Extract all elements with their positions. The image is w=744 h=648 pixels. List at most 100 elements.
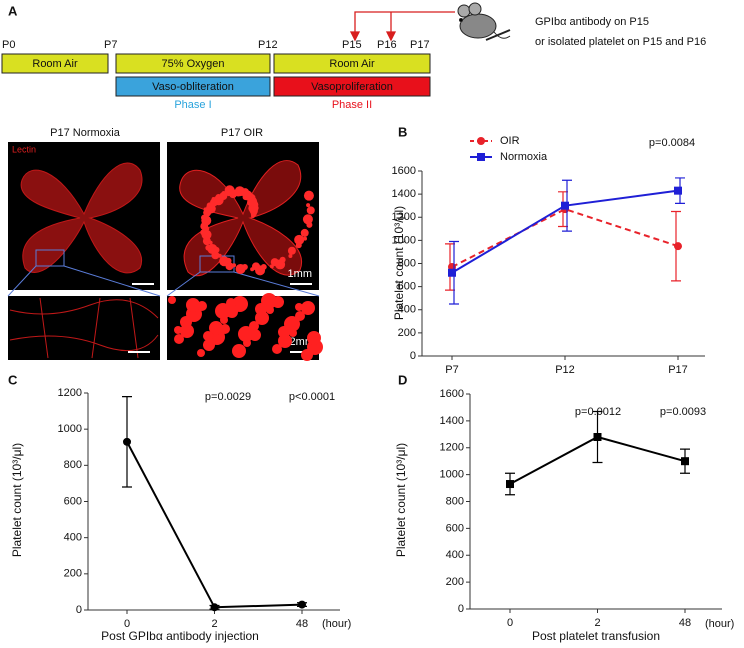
vessel-tuft — [247, 199, 254, 206]
vessel-tuft — [288, 253, 293, 258]
y-tick-label: 800 — [398, 257, 416, 269]
treatment-arrows — [349, 11, 455, 42]
point — [674, 242, 682, 251]
timeline-box — [115, 76, 271, 97]
phase-label: Phase II — [332, 99, 372, 111]
vessel-tuft — [213, 195, 224, 206]
y-axis-label: Platelet count (10³/μl) — [394, 443, 408, 557]
vessel-tuft — [213, 246, 220, 253]
vessel-tuft — [232, 344, 246, 358]
y-axis-label: Platelet count (10³/μl) — [392, 206, 406, 320]
y-tick-label: 0 — [410, 350, 416, 362]
timeline-box — [273, 53, 431, 74]
vessel-tuft — [209, 321, 223, 335]
panel-label: D — [398, 372, 407, 387]
vessel-tuft — [260, 263, 267, 270]
vessel-tuft — [168, 296, 176, 304]
y-tick-label: 800 — [64, 459, 82, 471]
y-tick-label: 0 — [458, 603, 464, 615]
x-axis-label: Post GPIbα antibody injection — [101, 629, 259, 643]
vessel-tuft — [225, 257, 232, 264]
y-tick-label: 1600 — [392, 165, 416, 177]
vessel-tuft — [203, 339, 215, 351]
vessel-tuft — [300, 228, 309, 237]
vessel-tuft — [270, 258, 279, 267]
vessel-tuft — [203, 331, 213, 341]
legend-label: OIR — [500, 135, 520, 147]
x-tick-label: 0 — [124, 618, 130, 630]
vessel-tuft — [306, 203, 311, 208]
series-line — [126, 441, 303, 609]
y-tick-label: 200 — [446, 576, 464, 588]
image-title: P17 OIR — [221, 127, 263, 139]
vessel-tuft — [174, 326, 182, 334]
point — [210, 603, 219, 612]
y-tick-label: 600 — [446, 522, 464, 534]
vessel-tuft — [229, 190, 238, 199]
box-label: 75% Oxygen — [162, 58, 225, 70]
y-tick-label: 800 — [446, 495, 464, 507]
vessel-tuft — [174, 334, 184, 344]
vessel-tuft — [252, 262, 261, 271]
box-label: Vaso-obliteration — [152, 81, 234, 93]
y-axis-label: Platelet count (10³/μl) — [10, 443, 24, 557]
vessel-tuft — [303, 190, 314, 201]
point — [448, 268, 456, 277]
y-tick-label: 1000 — [440, 469, 464, 481]
vessel-tuft — [242, 194, 249, 201]
point — [506, 480, 514, 489]
x-tick-label: 2 — [211, 618, 217, 630]
legend-label: Normoxia — [500, 151, 548, 163]
y-tick-label: 1400 — [440, 415, 464, 427]
panel-label: C — [8, 372, 18, 387]
day-label: P12 — [258, 39, 278, 51]
box-label: Room Air — [32, 58, 78, 70]
vessel-tuft — [279, 256, 286, 263]
p-value: p<0.0001 — [289, 391, 335, 403]
x-tick-label: P17 — [668, 364, 688, 376]
vessel-tuft — [238, 326, 254, 342]
vessel-tuft — [272, 344, 282, 354]
x-tick-label: P7 — [445, 364, 458, 376]
vessel-tuft — [180, 324, 194, 338]
vessel-tuft — [205, 203, 216, 214]
treatment-text: or isolated platelet on P15 and P16 — [535, 36, 706, 48]
x-tick-label: 2 — [594, 617, 600, 629]
micrographs — [7, 142, 320, 360]
vessel-tuft — [201, 215, 212, 226]
vessel-tuft — [306, 206, 315, 215]
scale-bar-label: 1mm — [288, 268, 312, 280]
y-tick-label: 200 — [64, 568, 82, 580]
y-tick-label: 1200 — [392, 211, 416, 223]
point — [123, 437, 131, 446]
y-tick-label: 1600 — [440, 388, 464, 400]
vessel-tuft — [217, 253, 222, 258]
vessel-tuft — [201, 229, 212, 240]
vessel-tuft — [180, 316, 192, 328]
timeline-box — [273, 76, 431, 97]
y-tick-label: 400 — [446, 549, 464, 561]
vessel-tuft — [301, 301, 315, 315]
point — [681, 457, 689, 466]
box-label: Vasoproliferation — [311, 81, 393, 93]
point — [477, 137, 485, 145]
panel-label: B — [398, 124, 407, 139]
p-value: p=0.0093 — [660, 406, 706, 418]
p-value: p=0.0084 — [649, 137, 695, 149]
y-tick-label: 400 — [398, 304, 416, 316]
y-tick-label: 1400 — [392, 188, 416, 200]
x-tick-label: 48 — [296, 618, 308, 630]
y-tick-label: 0 — [76, 604, 82, 616]
y-tick-label: 600 — [398, 281, 416, 293]
x-tick-label: P12 — [555, 364, 575, 376]
y-tick-label: 400 — [64, 532, 82, 544]
y-tick-label: 1200 — [440, 442, 464, 454]
vessel-tuft — [255, 303, 267, 315]
vessel-tuft — [232, 263, 237, 268]
point — [561, 201, 569, 210]
vessel-tuft — [278, 326, 290, 338]
x-tick-label: 0 — [507, 617, 513, 629]
y-tick-label: 200 — [398, 327, 416, 339]
day-label: P17 — [410, 39, 430, 51]
